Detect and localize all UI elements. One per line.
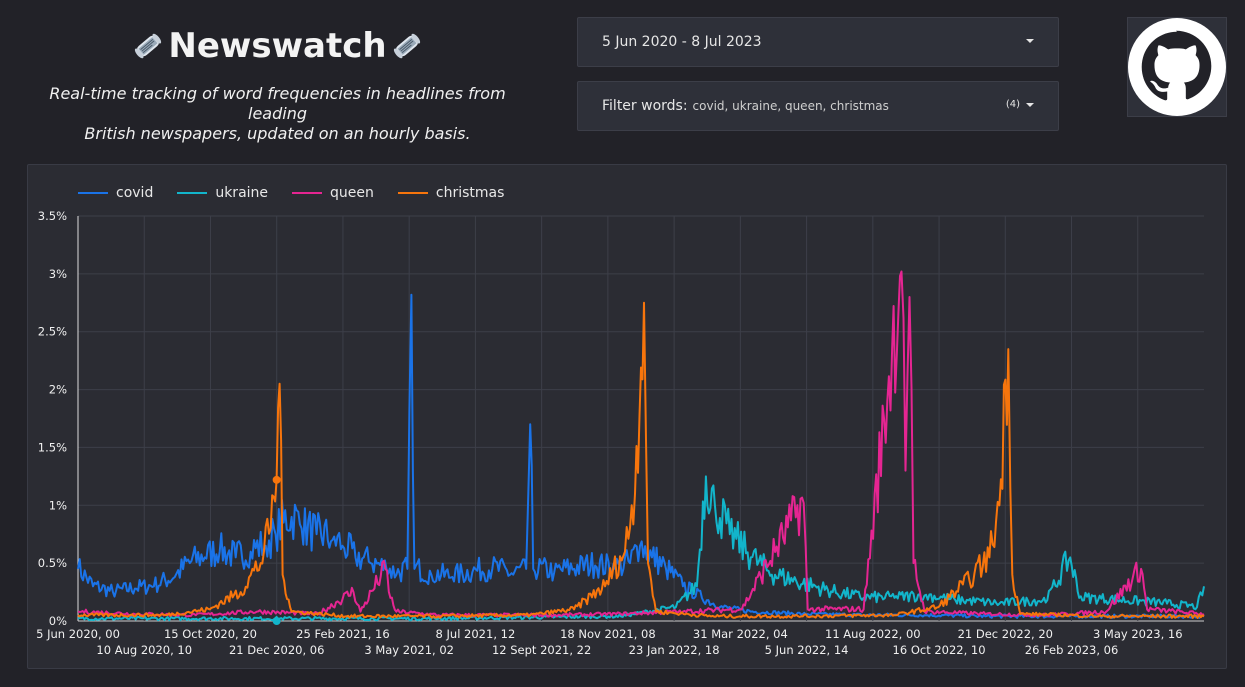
legend-item-christmas[interactable]: christmas xyxy=(397,185,505,201)
date-range-value: 5 Jun 2020 - 8 Jul 2023 xyxy=(602,34,762,50)
x-tick-label: 11 Aug 2022, 00 xyxy=(825,627,921,641)
x-tick-label: 16 Oct 2022, 10 xyxy=(893,643,986,657)
legend-label-christmas: christmas xyxy=(435,185,505,201)
hover-marker-ukraine xyxy=(272,617,281,625)
y-tick-label: 1% xyxy=(49,498,67,512)
filter-words-dropdown[interactable]: Filter words: covid, ukraine, queen, chr… xyxy=(577,81,1059,131)
github-icon xyxy=(1128,18,1226,116)
legend-item-covid[interactable]: covid xyxy=(78,185,153,201)
legend-swatch-queen xyxy=(292,192,323,194)
x-tick-label: 5 Jun 2020, 00 xyxy=(36,627,120,641)
y-tick-label: 0.5% xyxy=(38,556,67,570)
y-tick-label: 3% xyxy=(49,267,67,281)
y-tick-label: 2% xyxy=(49,383,67,397)
chart-legend: covid ukraine queen christmas xyxy=(78,185,504,201)
x-tick-label: 3 May 2023, 16 xyxy=(1093,627,1183,641)
legend-item-ukraine[interactable]: ukraine xyxy=(177,185,268,201)
chevron-down-icon xyxy=(1026,39,1034,43)
x-tick-label: 26 Feb 2023, 06 xyxy=(1025,643,1119,657)
subtitle: Real-time tracking of word frequencies i… xyxy=(30,84,525,144)
filter-label: Filter words: xyxy=(602,98,688,114)
brand-header: Newswatch Real-time tracking of word fre… xyxy=(30,22,525,144)
x-tick-label: 21 Dec 2020, 06 xyxy=(229,643,324,657)
newspaper-icon xyxy=(135,33,162,59)
legend-label-queen: queen xyxy=(330,185,374,201)
x-tick-label: 10 Aug 2020, 10 xyxy=(96,643,192,657)
x-tick-label: 3 May 2021, 02 xyxy=(364,643,454,657)
filter-values: covid, ukraine, queen, christmas xyxy=(692,99,889,113)
x-tick-label: 5 Jun 2022, 14 xyxy=(765,643,849,657)
chart-panel: covid ukraine queen christmas 0% 0.5% 1% 1.… xyxy=(27,164,1227,669)
chevron-down-icon xyxy=(1026,103,1034,107)
x-tick-label: 25 Feb 2021, 16 xyxy=(296,627,390,641)
x-tick-label: 18 Nov 2021, 08 xyxy=(560,627,656,641)
y-tick-label: 3.5% xyxy=(38,209,67,223)
x-tick-label: 23 Jan 2022, 18 xyxy=(629,643,720,657)
x-tick-label: 31 Mar 2022, 04 xyxy=(693,627,788,641)
newspaper-icon xyxy=(393,33,420,59)
x-tick-label: 21 Dec 2022, 20 xyxy=(958,627,1053,641)
date-range-dropdown[interactable]: 5 Jun 2020 - 8 Jul 2023 xyxy=(577,17,1059,67)
series-line-ukraine xyxy=(77,475,1205,622)
title-text: Newswatch xyxy=(168,26,387,66)
legend-label-ukraine: ukraine xyxy=(215,185,269,201)
subtitle-line-1: Real-time tracking of word frequencies i… xyxy=(49,84,506,123)
y-tick-label: 1.5% xyxy=(38,440,67,454)
series-line-queen xyxy=(77,270,1205,618)
x-tick-label: 8 Jul 2021, 12 xyxy=(436,627,516,641)
y-tick-label: 0% xyxy=(49,614,67,628)
y-tick-label: 2.5% xyxy=(38,325,67,339)
series-line-covid xyxy=(77,293,1205,619)
hover-marker-christmas xyxy=(272,475,281,484)
legend-swatch-ukraine xyxy=(177,192,208,194)
filter-count-badge: (4) xyxy=(1005,99,1020,110)
legend-swatch-covid xyxy=(78,192,108,194)
x-tick-label: 15 Oct 2020, 20 xyxy=(164,627,257,641)
series-line-christmas xyxy=(77,301,1205,619)
legend-swatch-christmas xyxy=(397,192,428,194)
github-link[interactable] xyxy=(1127,17,1227,117)
page-title: Newswatch xyxy=(130,22,424,70)
legend-item-queen[interactable]: queen xyxy=(292,185,374,201)
x-tick-label: 12 Sept 2021, 22 xyxy=(492,643,591,657)
line-chart[interactable]: 0% 0.5% 1% 1.5% 2% 2.5% 3% 3.5% 5 Jun 2020, 00 10… xyxy=(28,165,1228,670)
subtitle-line-2: British newspapers, updated on an hourly… xyxy=(84,124,471,143)
legend-label-covid: covid xyxy=(116,185,154,201)
